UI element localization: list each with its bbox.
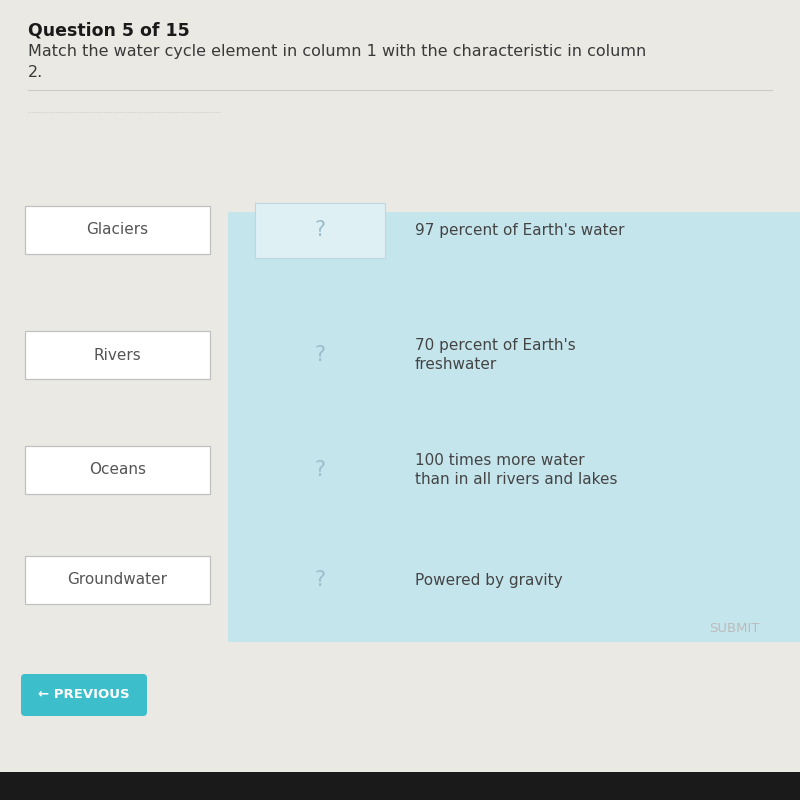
FancyBboxPatch shape [228, 212, 800, 642]
FancyBboxPatch shape [25, 446, 210, 494]
Text: ?: ? [314, 220, 326, 240]
FancyBboxPatch shape [21, 674, 147, 716]
Text: Powered by gravity: Powered by gravity [415, 573, 562, 587]
FancyBboxPatch shape [0, 772, 800, 800]
FancyBboxPatch shape [25, 331, 210, 379]
Text: 100 times more water
than in all rivers and lakes: 100 times more water than in all rivers … [415, 453, 618, 487]
Text: Question 5 of 15: Question 5 of 15 [28, 22, 190, 40]
Text: 97 percent of Earth's water: 97 percent of Earth's water [415, 222, 625, 238]
Text: Groundwater: Groundwater [67, 573, 167, 587]
Text: ?: ? [314, 460, 326, 480]
FancyBboxPatch shape [25, 556, 210, 604]
FancyBboxPatch shape [25, 206, 210, 254]
Text: Oceans: Oceans [89, 462, 146, 478]
Text: Match the water cycle element in column 1 with the characteristic in column
2.: Match the water cycle element in column … [28, 44, 646, 80]
Text: Glaciers: Glaciers [86, 222, 149, 238]
Text: ?: ? [314, 570, 326, 590]
Text: SUBMIT: SUBMIT [710, 622, 760, 634]
FancyBboxPatch shape [255, 202, 385, 258]
Text: ?: ? [314, 345, 326, 365]
Text: Rivers: Rivers [94, 347, 142, 362]
Text: 70 percent of Earth's
freshwater: 70 percent of Earth's freshwater [415, 338, 576, 372]
Text: ← PREVIOUS: ← PREVIOUS [38, 689, 130, 702]
